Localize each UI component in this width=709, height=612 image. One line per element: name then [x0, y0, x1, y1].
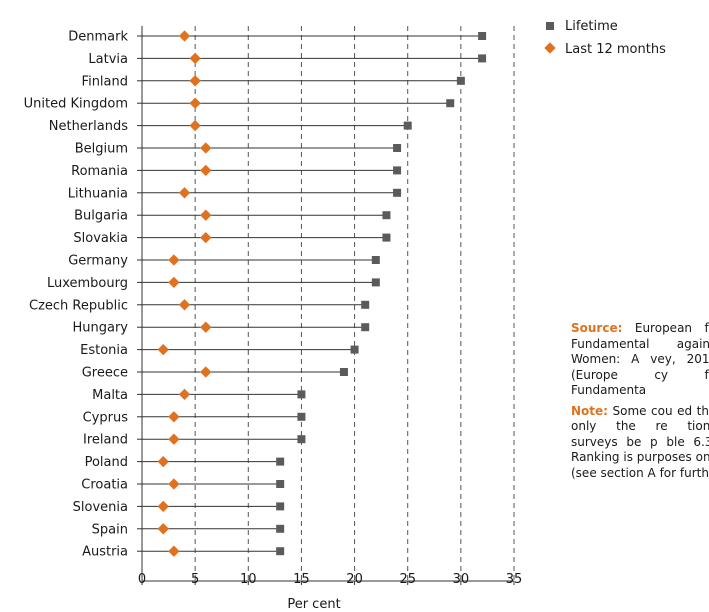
lifetime-point-poland [276, 458, 284, 466]
x-tick-labels: 0 5 10 15 20 25 30 35 [138, 572, 522, 587]
category-label-estonia: Estonia [80, 343, 128, 358]
lifetime-point-austria [276, 547, 284, 555]
category-label-united-kingdom: United Kingdom [24, 97, 128, 112]
lifetime-point-united-kingdom [446, 99, 454, 107]
x-tick-label-30: 30 [453, 572, 470, 587]
last-12-months-point-finland [189, 75, 200, 86]
lifetime-point-czech-republic [361, 301, 369, 309]
lifetime-point-netherlands [404, 122, 412, 130]
lifetime-point-cyprus [297, 413, 305, 421]
last-12-months-point-bulgaria [200, 210, 211, 221]
last-12-months-point-germany [168, 254, 179, 265]
grid-lines [195, 26, 514, 581]
x-tick-label-10: 10 [240, 572, 257, 587]
last-12-months-point-slovakia [200, 232, 211, 243]
source-note: Source: European for Fundamental against… [571, 321, 709, 399]
category-label-malta: Malta [92, 388, 128, 403]
last-12-months-point-luxembourg [168, 277, 179, 288]
lifetime-point-estonia [351, 346, 359, 354]
category-label-ireland: Ireland [83, 433, 128, 448]
last-12-months-point-croatia [168, 478, 179, 489]
last-12-months-point-cyprus [168, 411, 179, 422]
x-tick-label-20: 20 [346, 572, 363, 587]
lifetime-point-lithuania [393, 189, 401, 197]
lifetime-point-finland [457, 77, 465, 85]
legend-item-last-12-months: Last 12 months [543, 39, 666, 59]
category-label-spain: Spain [92, 522, 128, 537]
last-12-months-point-poland [158, 456, 169, 467]
lifetime-point-luxembourg [372, 278, 380, 286]
legend-label-lifetime: Lifetime [565, 19, 618, 34]
category-label-belgium: Belgium [75, 142, 128, 157]
category-label-hungary: Hungary [72, 321, 128, 336]
last-12-months-point-latvia [189, 53, 200, 64]
category-label-poland: Poland [85, 455, 128, 470]
legend-label-last-12-months: Last 12 months [565, 42, 666, 57]
category-label-denmark: Denmark [68, 30, 128, 45]
lifetime-point-slovakia [382, 234, 390, 242]
lifetime-point-latvia [478, 54, 486, 62]
last-12-months-point-netherlands [189, 120, 200, 131]
last-12-months-point-czech-republic [179, 299, 190, 310]
square-marker-icon [543, 16, 565, 36]
category-label-cyprus: Cyprus [83, 410, 129, 425]
category-label-finland: Finland [82, 74, 128, 89]
notes-panel: Source: European for Fundamental against… [571, 321, 709, 486]
category-label-bulgaria: Bulgaria [74, 209, 128, 224]
category-label-germany: Germany [68, 254, 128, 269]
category-label-luxembourg: Luxembourg [47, 276, 128, 291]
last-12-months-point-hungary [200, 322, 211, 333]
lifetime-point-germany [372, 256, 380, 264]
category-label-netherlands: Netherlands [49, 119, 128, 134]
lifetime-point-denmark [478, 32, 486, 40]
category-label-romania: Romania [71, 164, 128, 179]
x-tick-label-25: 25 [399, 572, 416, 587]
last-12-months-point-denmark [179, 30, 190, 41]
lifetime-point-hungary [361, 323, 369, 331]
lifetime-point-romania [393, 166, 401, 174]
axes [142, 26, 514, 581]
legend-item-lifetime: Lifetime [543, 16, 666, 36]
last-12-months-point-malta [179, 389, 190, 400]
lifetime-point-ireland [297, 435, 305, 443]
category-label-czech-republic: Czech Republic [29, 298, 128, 313]
chart-rows: Denmark Latvia Finland United Kingdom Nether… [24, 30, 486, 560]
source-label: Source: [571, 321, 622, 335]
note-label: Note: [571, 404, 608, 418]
x-tick-label-0: 0 [138, 572, 146, 587]
last-12-months-point-austria [168, 546, 179, 557]
last-12-months-point-ireland [168, 434, 179, 445]
x-tick-label-5: 5 [191, 572, 199, 587]
category-label-slovakia: Slovakia [73, 231, 128, 246]
x-tick-label-35: 35 [506, 572, 523, 587]
x-axis-title: Per cent [287, 597, 340, 612]
lifetime-point-slovenia [276, 502, 284, 510]
last-12-months-point-spain [158, 523, 169, 534]
last-12-months-point-estonia [158, 344, 169, 355]
legend: Lifetime Last 12 months [543, 16, 666, 62]
category-label-lithuania: Lithuania [68, 186, 128, 201]
last-12-months-point-lithuania [179, 187, 190, 198]
lifetime-point-spain [276, 525, 284, 533]
last-12-months-point-romania [200, 165, 211, 176]
note-paragraph: Note: Some cou ed that only the re tiona… [571, 404, 709, 482]
lifetime-point-belgium [393, 144, 401, 152]
last-12-months-point-belgium [200, 142, 211, 153]
lifetime-point-malta [297, 390, 305, 398]
last-12-months-point-greece [200, 366, 211, 377]
category-label-latvia: Latvia [88, 52, 128, 67]
diamond-marker-icon [543, 39, 565, 59]
last-12-months-point-united-kingdom [189, 98, 200, 109]
category-label-slovenia: Slovenia [73, 500, 128, 515]
lifetime-point-bulgaria [382, 211, 390, 219]
lifetime-point-greece [340, 368, 348, 376]
lifetime-point-croatia [276, 480, 284, 488]
last-12-months-point-slovenia [158, 501, 169, 512]
category-label-croatia: Croatia [81, 478, 128, 493]
category-label-austria: Austria [82, 545, 128, 560]
category-label-greece: Greece [82, 366, 128, 381]
x-tick-label-15: 15 [293, 572, 310, 587]
